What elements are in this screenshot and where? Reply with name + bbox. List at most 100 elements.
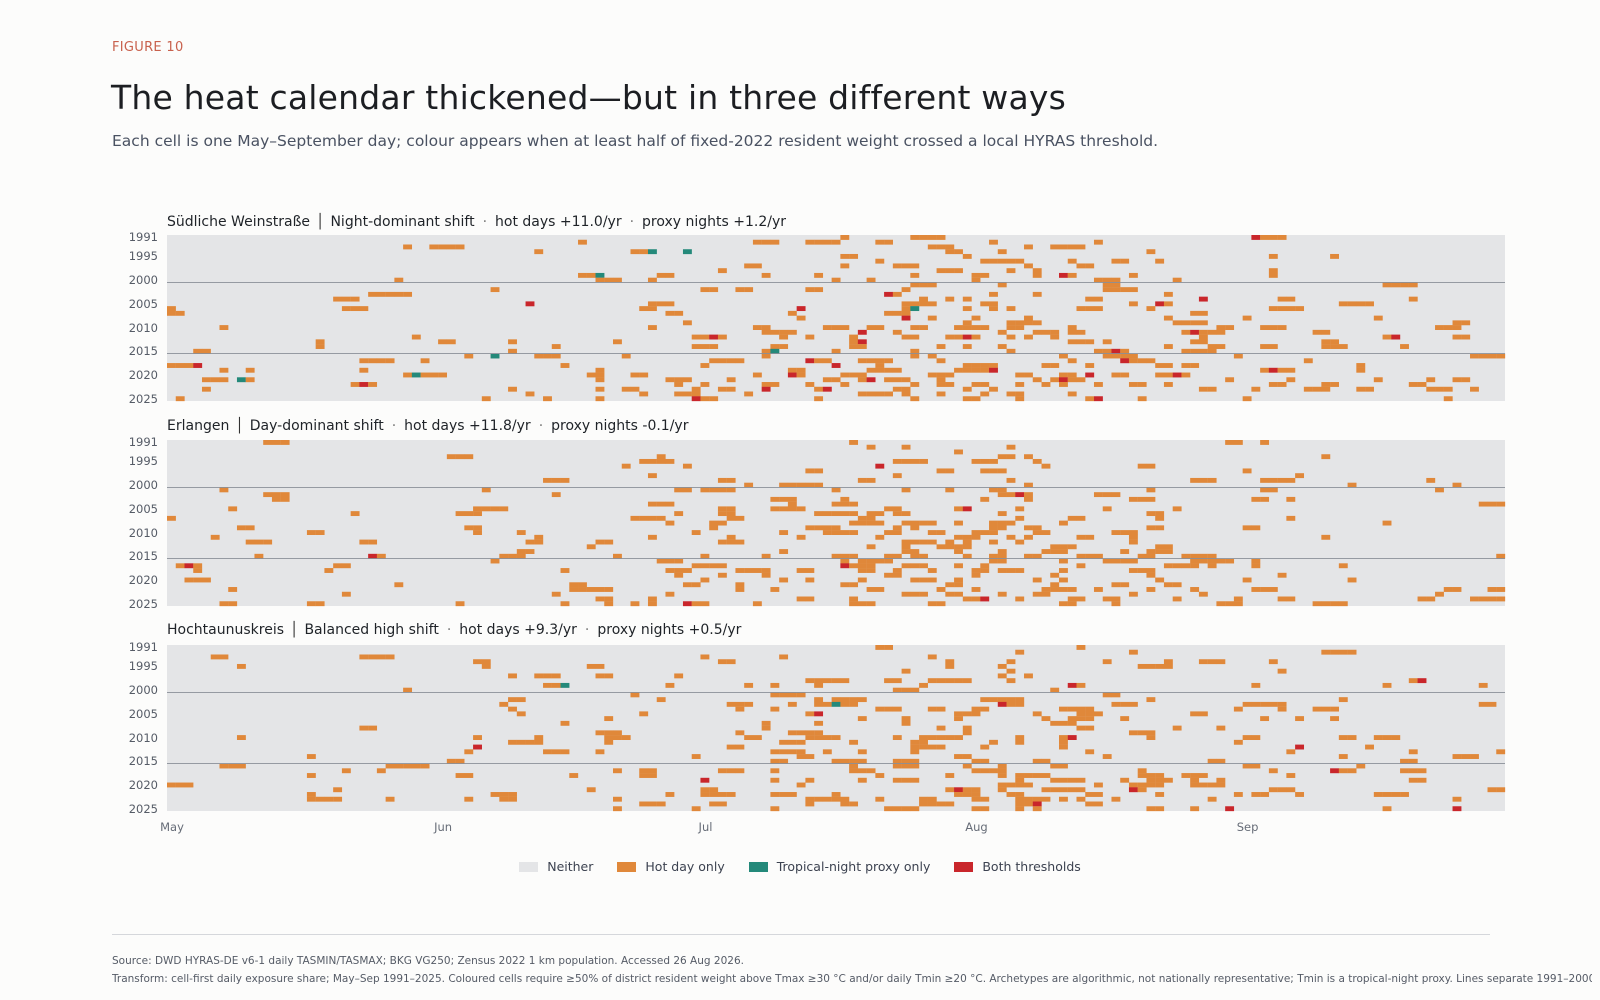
cell-hot-day <box>1059 382 1068 387</box>
cell-hot-day <box>1408 758 1418 764</box>
cell-hot-day <box>1365 744 1374 750</box>
cell-hot-day <box>1128 530 1138 535</box>
panel-proxy-nights: proxy nights +0.5/yr <box>597 622 742 638</box>
cell-hot-day <box>516 553 526 559</box>
cell-hot-day <box>604 739 614 745</box>
cell-hot-day <box>490 506 500 512</box>
cell-hot-day <box>1338 649 1348 655</box>
cell-hot-day <box>901 806 911 812</box>
cell-hot-day <box>849 253 859 259</box>
cell-hot-day <box>971 363 981 368</box>
cell-hot-day <box>306 754 316 759</box>
cell-hot-day <box>682 320 692 326</box>
cell-hot-day <box>814 525 824 531</box>
cell-hot-day <box>997 782 1007 788</box>
cell-hot-day <box>927 654 937 660</box>
cell-both-thresholds <box>1067 735 1077 740</box>
cell-hot-day <box>700 601 710 607</box>
cell-hot-day <box>1452 482 1462 488</box>
cell-hot-day <box>263 539 273 545</box>
cell-hot-day <box>1032 773 1042 778</box>
cell-hot-day <box>857 344 867 349</box>
cell-hot-day <box>1190 348 1200 354</box>
cell-hot-day <box>1408 749 1418 755</box>
cell-both-thresholds <box>857 329 867 335</box>
cell-hot-day <box>910 458 920 464</box>
panel-hot-days: hot days +11.0/yr <box>495 214 622 230</box>
cell-hot-day <box>1452 796 1462 802</box>
cell-hot-day <box>1321 344 1331 349</box>
cell-hot-day <box>919 682 928 688</box>
cell-hot-day <box>1338 754 1348 759</box>
cell-hot-day <box>892 525 902 531</box>
cell-hot-day <box>989 739 998 745</box>
cell-hot-day <box>1356 386 1366 392</box>
cell-hot-day <box>1373 735 1383 740</box>
cell-hot-day <box>805 735 815 740</box>
cell-hot-day <box>857 716 867 722</box>
cell-hot-day <box>849 520 859 526</box>
cell-both-thresholds <box>962 334 972 340</box>
cell-hot-day <box>875 391 885 397</box>
cell-hot-day <box>1024 454 1033 460</box>
cell-hot-day <box>1137 773 1147 778</box>
cell-hot-day <box>1382 520 1392 526</box>
cell-hot-day <box>1067 596 1077 602</box>
cell-hot-day <box>875 773 885 778</box>
cell-hot-day <box>560 601 570 607</box>
cell-hot-day <box>1067 377 1077 383</box>
cell-hot-day <box>787 482 797 488</box>
cell-hot-day <box>954 563 963 569</box>
cell-hot-day <box>857 558 867 564</box>
cell-hot-day <box>1260 477 1270 483</box>
cell-hot-day <box>989 291 998 297</box>
cell-hot-day <box>892 763 902 769</box>
cell-hot-day <box>910 758 920 764</box>
cell-hot-day <box>1050 720 1060 726</box>
cell-hot-day <box>709 344 719 349</box>
cell-hot-day <box>1207 558 1217 564</box>
cell-hot-day <box>630 692 640 698</box>
cell-hot-day <box>1076 796 1086 802</box>
cell-hot-day <box>1041 530 1051 535</box>
cell-hot-day <box>945 591 955 597</box>
cell-hot-day <box>1015 568 1025 573</box>
cell-hot-day <box>621 386 631 392</box>
cell-hot-day <box>901 511 911 517</box>
cell-hot-day <box>866 444 876 450</box>
cell-hot-day <box>1277 787 1287 793</box>
cell-tropical-night <box>910 306 920 312</box>
cell-both-thresholds <box>1295 744 1305 750</box>
cell-hot-day <box>306 530 316 535</box>
cell-hot-day <box>840 758 850 764</box>
cell-hot-day <box>1268 344 1278 349</box>
cell-hot-day <box>613 796 622 802</box>
cell-hot-day <box>551 477 561 483</box>
cell-hot-day <box>814 272 824 278</box>
cell-hot-day <box>1006 492 1016 498</box>
cell-hot-day <box>1024 782 1033 788</box>
cell-hot-day <box>849 339 859 345</box>
cell-hot-day <box>1102 348 1112 354</box>
cell-hot-day <box>1146 663 1156 669</box>
cell-hot-day <box>910 348 920 354</box>
cell-hot-day <box>1059 706 1068 712</box>
cell-hot-day <box>936 587 946 592</box>
cell-hot-day <box>1137 663 1147 669</box>
cell-hot-day <box>1120 558 1130 564</box>
cell-hot-day <box>341 563 351 569</box>
cell-hot-day <box>341 768 351 774</box>
cell-both-thresholds <box>709 334 719 340</box>
cell-hot-day <box>884 358 893 364</box>
cell-hot-day <box>770 239 780 245</box>
cell-hot-day <box>927 601 937 607</box>
cell-hot-day <box>1356 763 1366 769</box>
cell-hot-day <box>919 739 928 745</box>
cell-hot-day <box>1067 391 1077 397</box>
panel-district: Südliche Weinstraße <box>167 214 311 230</box>
cell-hot-day <box>875 558 885 564</box>
cell-hot-day <box>1067 601 1077 607</box>
cell-hot-day <box>919 744 928 750</box>
cell-hot-day <box>971 396 981 402</box>
cell-both-thresholds <box>1032 801 1042 807</box>
